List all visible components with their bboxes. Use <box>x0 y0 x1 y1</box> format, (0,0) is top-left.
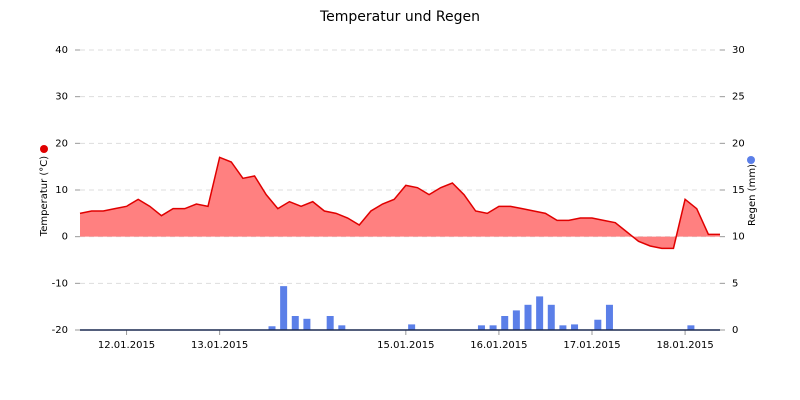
rain-bar <box>326 316 334 330</box>
temperature-line <box>79 156 720 250</box>
y-tick-label: 40 <box>55 45 68 56</box>
x-tick-label: 17.01.2015 <box>563 340 620 351</box>
rain-bar <box>408 324 416 330</box>
y2-tick-label: 20 <box>732 138 745 149</box>
legend-dot <box>40 145 48 153</box>
rain-bar <box>547 304 555 330</box>
rain-bar <box>338 325 346 330</box>
rain-bar <box>594 319 602 330</box>
y-tick-label: -20 <box>52 325 68 336</box>
rain-bar <box>687 325 695 330</box>
y2-tick-label: 10 <box>732 232 745 243</box>
rain-bar <box>477 325 485 330</box>
rain-bar <box>536 296 544 330</box>
y-tick-label: 30 <box>55 92 68 103</box>
x-tick-label: 18.01.2015 <box>656 340 713 351</box>
rain-bar <box>489 325 497 330</box>
rain-bar <box>291 316 299 330</box>
rain-bar <box>512 310 520 330</box>
y2-tick-label: 25 <box>732 92 745 103</box>
y-tick-label: 0 <box>62 232 68 243</box>
y-tick-label: 10 <box>55 185 68 196</box>
legend-dot <box>747 156 755 164</box>
rain-bar <box>268 326 276 330</box>
rain-bar <box>524 304 532 330</box>
y-axis-label: Temperatur (°C) <box>39 156 50 237</box>
rain-bar <box>303 318 311 330</box>
y-tick-label: 20 <box>55 138 68 149</box>
chart-title: Temperatur und Regen <box>319 9 480 25</box>
rain-bar <box>280 286 288 330</box>
rain-bar <box>559 325 567 330</box>
x-tick-label: 12.01.2015 <box>98 340 155 351</box>
y2-axis-label: Regen (mm) <box>747 164 758 226</box>
rain-bar <box>501 316 509 330</box>
y2-tick-label: 0 <box>732 325 738 336</box>
x-tick-label: 16.01.2015 <box>470 340 527 351</box>
rain-bar <box>605 304 613 330</box>
x-tick-label: 15.01.2015 <box>377 340 434 351</box>
y2-tick-label: 30 <box>732 45 745 56</box>
rain-bar <box>571 324 579 330</box>
y2-tick-label: 5 <box>732 278 738 289</box>
y-tick-label: -10 <box>52 278 68 289</box>
temperature-area <box>80 157 720 249</box>
y2-tick-label: 15 <box>732 185 745 196</box>
x-tick-label: 13.01.2015 <box>191 340 248 351</box>
